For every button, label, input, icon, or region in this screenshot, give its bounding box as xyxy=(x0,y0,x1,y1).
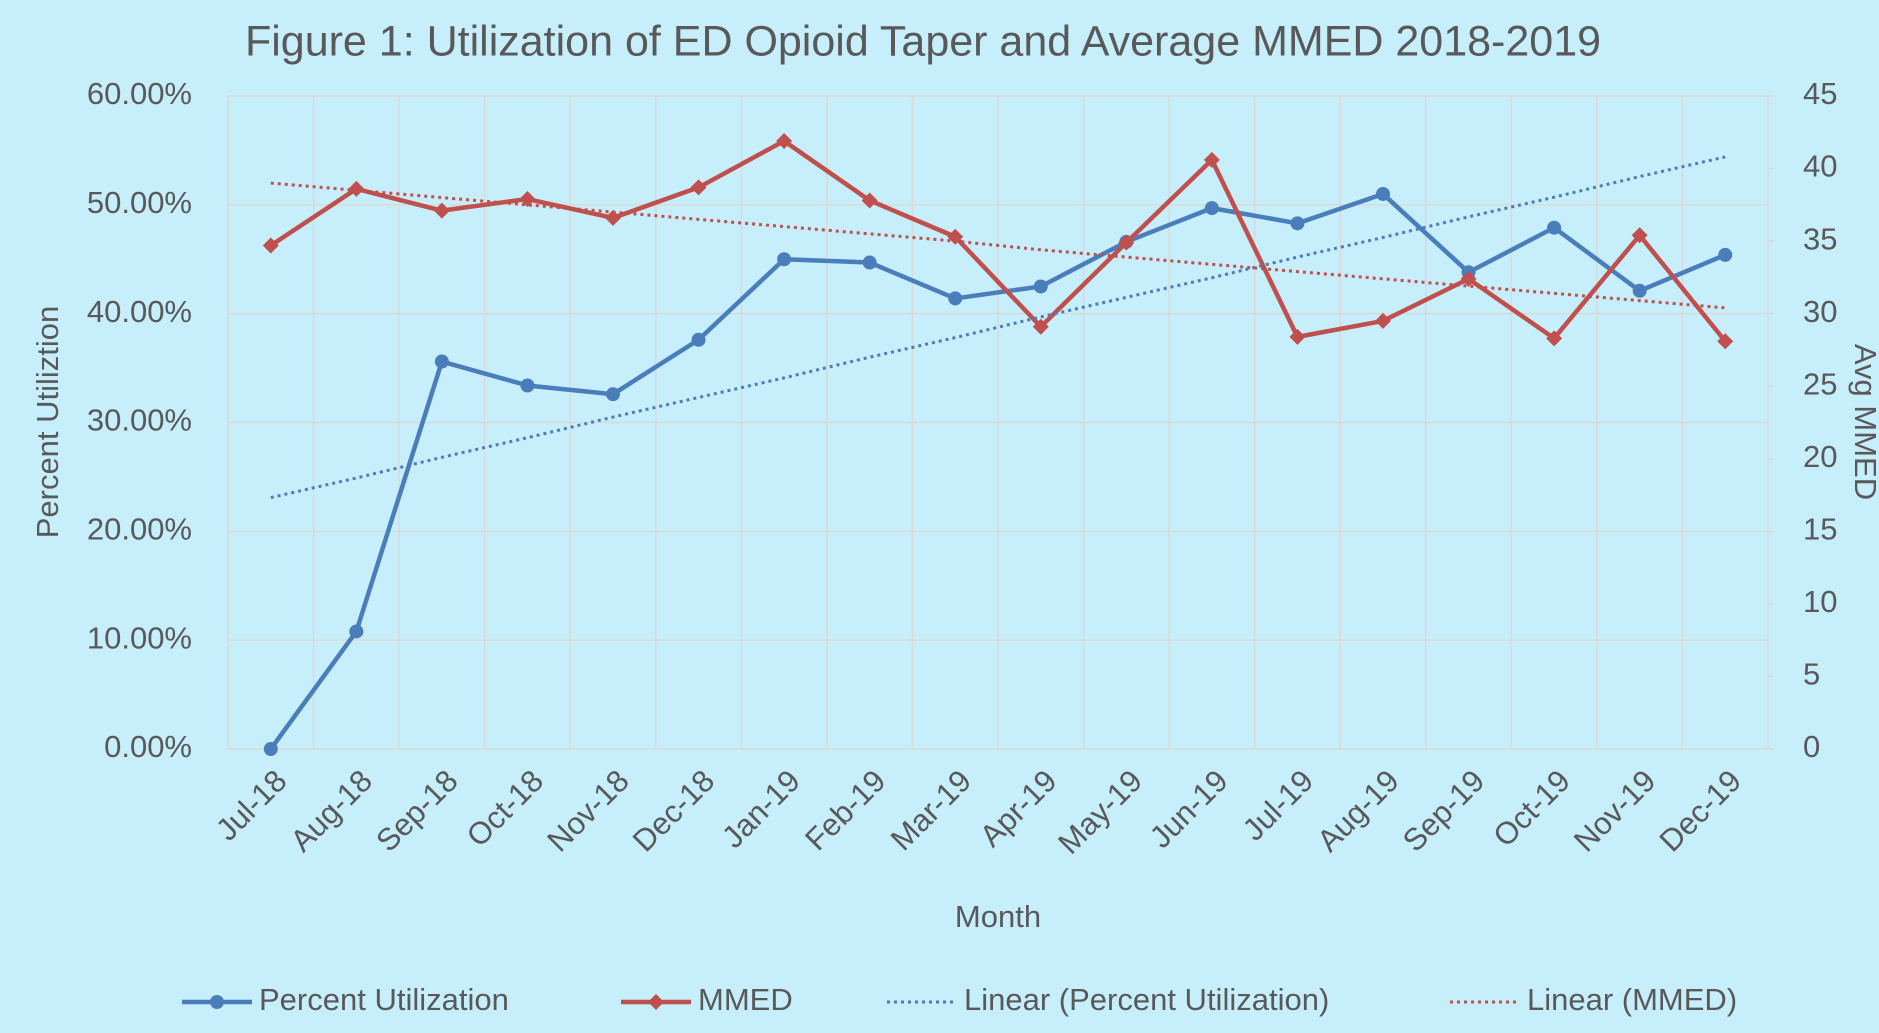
point xyxy=(690,179,707,196)
point xyxy=(1032,318,1049,335)
point xyxy=(1033,279,1048,294)
point xyxy=(777,252,792,267)
x-tick-label: Feb-19 xyxy=(798,763,892,857)
x-tick-label: Oct-18 xyxy=(460,763,551,854)
y-tick-label: 0.00% xyxy=(104,729,192,764)
legend-marker xyxy=(648,994,664,1010)
point xyxy=(1718,247,1733,262)
series-line xyxy=(268,191,1727,751)
point xyxy=(1717,333,1734,350)
y2-tick-label: 5 xyxy=(1803,657,1820,692)
chart-title: Figure 1: Utilization of ED Opioid Taper… xyxy=(245,17,1601,65)
point xyxy=(862,255,877,270)
point xyxy=(263,742,278,756)
point xyxy=(947,228,964,245)
x-axis-title: Month xyxy=(955,899,1041,934)
y2-tick-label: 20 xyxy=(1803,439,1837,474)
y2-tick-label: 30 xyxy=(1803,294,1837,329)
y-tick-label: 60.00% xyxy=(87,76,192,111)
point xyxy=(520,378,535,393)
y2-tick-label: 35 xyxy=(1803,221,1837,256)
point xyxy=(1631,227,1648,244)
x-tick-label: Dec-18 xyxy=(626,763,721,858)
point xyxy=(861,192,878,209)
x-tick-label: Oct-19 xyxy=(1486,763,1577,854)
y2-tick-label: 15 xyxy=(1803,512,1837,547)
point xyxy=(1546,330,1563,347)
x-tick-label: Aug-18 xyxy=(284,763,379,858)
y2-tick-label: 45 xyxy=(1803,76,1837,111)
x-tick-label: May-19 xyxy=(1051,763,1149,861)
y2-tick-label: 25 xyxy=(1803,366,1837,401)
y-tick-label: 20.00% xyxy=(87,512,192,547)
trend-line xyxy=(270,181,1726,310)
point xyxy=(948,291,963,306)
x-tick-label: Jun-19 xyxy=(1143,763,1235,855)
x-tick-label: Nov-18 xyxy=(540,763,635,858)
point xyxy=(1376,186,1390,201)
x-tick-label: Jul-19 xyxy=(1236,763,1320,847)
point xyxy=(434,354,449,369)
point xyxy=(691,332,706,347)
x-tick-label: Mar-19 xyxy=(884,763,978,857)
x-tick-label: Dec-19 xyxy=(1653,763,1748,858)
legend-label: Percent Utilization xyxy=(259,982,509,1017)
y-tick-label: 50.00% xyxy=(87,185,192,220)
point xyxy=(1632,283,1647,298)
point xyxy=(606,387,620,402)
y-axis-title: Percent Utiliztion xyxy=(30,306,65,539)
y-tick-label: 10.00% xyxy=(87,620,192,655)
x-tick-label: Sep-19 xyxy=(1396,763,1491,858)
x-tick-label: Nov-19 xyxy=(1567,763,1662,858)
point xyxy=(1460,270,1477,287)
legend-label: MMED xyxy=(698,982,793,1017)
x-tick-label: Sep-18 xyxy=(369,763,464,858)
y2-tick-label: 40 xyxy=(1803,149,1837,184)
point xyxy=(433,202,450,219)
legend-label: Linear (MMED) xyxy=(1527,982,1737,1017)
x-tick-label: Apr-19 xyxy=(973,763,1064,854)
point xyxy=(1375,312,1391,329)
point xyxy=(776,132,793,149)
x-tick-label: Aug-19 xyxy=(1310,763,1405,858)
y2-tick-label: 0 xyxy=(1803,729,1820,764)
point xyxy=(349,624,364,639)
point xyxy=(1290,216,1305,231)
legend-marker xyxy=(210,995,224,1009)
legend-label: Linear (Percent Utilization) xyxy=(964,982,1329,1017)
y2-tick-label: 10 xyxy=(1803,584,1837,619)
x-tick-label: Jan-19 xyxy=(715,763,807,855)
point xyxy=(262,237,279,254)
y2-axis-title: Avg MMED xyxy=(1848,344,1879,500)
point xyxy=(1204,201,1219,216)
y-tick-label: 40.00% xyxy=(87,294,192,329)
point xyxy=(1203,151,1220,168)
series-line xyxy=(269,138,1727,343)
y-tick-label: 30.00% xyxy=(87,403,192,438)
point xyxy=(605,209,621,226)
x-tick-label: Jul-18 xyxy=(209,763,293,847)
point xyxy=(1118,234,1135,251)
point xyxy=(1547,220,1562,235)
point xyxy=(1289,328,1306,345)
